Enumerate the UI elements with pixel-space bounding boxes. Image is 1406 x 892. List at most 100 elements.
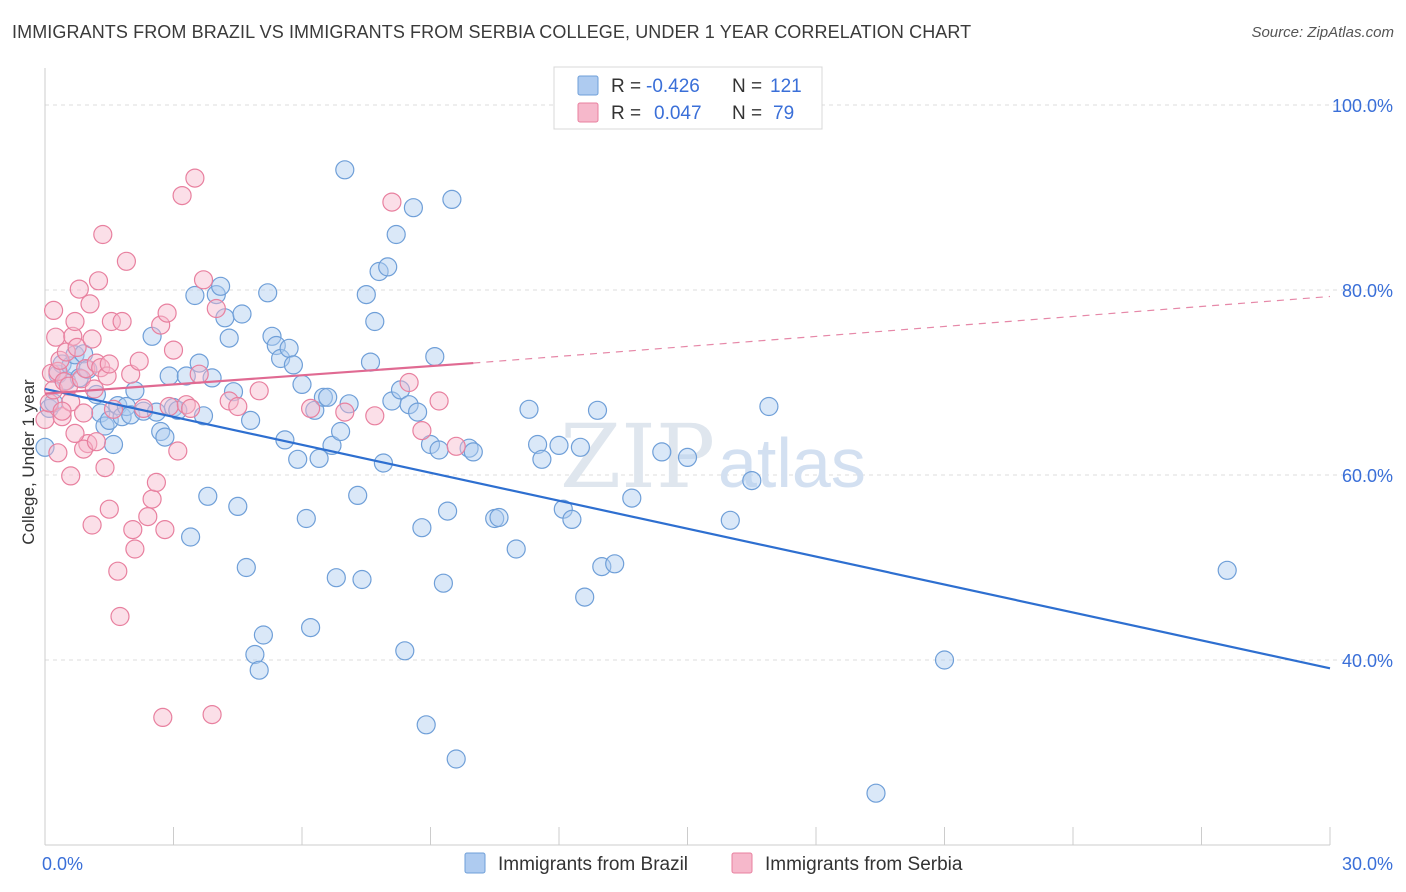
brazil-trend-line bbox=[44, 387, 1331, 670]
brazil-point bbox=[463, 442, 483, 462]
serbia-point bbox=[446, 436, 466, 456]
brazil-point bbox=[442, 189, 462, 209]
brazil-point bbox=[934, 650, 955, 670]
serbia-point bbox=[80, 294, 100, 314]
serbia-point bbox=[108, 561, 128, 581]
serbia-point bbox=[52, 401, 72, 421]
serbia-point bbox=[65, 423, 85, 443]
serbia-point bbox=[43, 300, 64, 320]
serbia-point bbox=[228, 396, 248, 417]
brazil-point bbox=[326, 568, 346, 588]
serbia-point bbox=[63, 326, 83, 346]
chart-title: IMMIGRANTS FROM BRAZIL VS IMMIGRANTS FRO… bbox=[12, 22, 972, 42]
brazil-point bbox=[433, 573, 453, 593]
brazil-point bbox=[549, 435, 569, 455]
brazil-point bbox=[365, 311, 385, 332]
brazil-point bbox=[103, 434, 124, 455]
serbia-point bbox=[365, 406, 385, 426]
serbia-point bbox=[193, 270, 214, 290]
serbia-point bbox=[73, 403, 94, 423]
brazil-swatch bbox=[577, 75, 599, 96]
serbia-point bbox=[146, 472, 166, 492]
brazil-point bbox=[301, 617, 321, 638]
brazil-point bbox=[403, 198, 423, 218]
brazil-point bbox=[575, 587, 595, 607]
brazil-point bbox=[296, 508, 316, 529]
serbia-point bbox=[112, 311, 132, 332]
serbia-point bbox=[189, 364, 209, 384]
brazil-point bbox=[622, 488, 642, 508]
serbia-point bbox=[52, 407, 72, 427]
brazil-point bbox=[438, 501, 458, 521]
legend-serbia-swatch bbox=[731, 852, 753, 874]
serbia-point bbox=[155, 519, 175, 540]
brazil-point bbox=[249, 660, 269, 680]
watermark-atlas: atlas bbox=[718, 424, 866, 502]
legend-serbia-label: Immigrants from Serbia bbox=[765, 854, 963, 875]
grid-lines bbox=[45, 104, 1392, 661]
x-tick-label: 30.0% bbox=[1342, 854, 1393, 874]
serbia-point bbox=[181, 398, 201, 418]
brazil-point bbox=[241, 410, 261, 430]
brazil-point bbox=[412, 518, 432, 538]
serbia-point bbox=[82, 329, 102, 349]
brazil-point bbox=[652, 442, 672, 462]
serbia-point bbox=[65, 311, 85, 332]
serbia-point bbox=[429, 391, 449, 411]
brazil-point bbox=[258, 283, 278, 303]
brazil-point bbox=[759, 396, 779, 417]
serbia-n-label: N = bbox=[732, 103, 762, 124]
serbia-point bbox=[159, 396, 179, 417]
brazil-point bbox=[262, 326, 282, 346]
brazil-point bbox=[335, 160, 355, 180]
serbia-point bbox=[399, 372, 419, 393]
serbia-point bbox=[99, 354, 119, 374]
brazil-point bbox=[1217, 560, 1237, 580]
serbia-point bbox=[93, 224, 113, 245]
brazil-point bbox=[506, 539, 526, 559]
brazil-point bbox=[318, 387, 338, 407]
stats-legend: R = -0.426 N = 121 R = 0.047 N = 79 bbox=[553, 66, 823, 130]
serbia-point bbox=[35, 409, 55, 430]
brazil-point bbox=[236, 557, 256, 578]
y-axis-label: College, Under 1 year bbox=[19, 379, 38, 545]
brazil-point bbox=[605, 554, 625, 574]
serbia-r-value: 0.047 bbox=[654, 103, 702, 124]
brazil-point bbox=[742, 471, 762, 491]
brazil-point bbox=[360, 352, 381, 372]
watermark: ZIP atlas bbox=[560, 405, 866, 508]
serbia-n-value: 79 bbox=[773, 103, 794, 124]
serbia-point bbox=[48, 443, 68, 463]
serbia-point bbox=[206, 298, 226, 319]
serbia-point bbox=[97, 366, 117, 386]
brazil-point bbox=[446, 749, 466, 769]
brazil-point bbox=[429, 440, 449, 460]
brazil-point bbox=[313, 387, 333, 407]
brazil-point bbox=[228, 496, 248, 516]
brazil-point bbox=[395, 641, 415, 661]
brazil-point bbox=[181, 527, 201, 547]
brazil-r-label: R = bbox=[611, 76, 641, 97]
serbia-point bbox=[116, 251, 137, 271]
brazil-point bbox=[253, 625, 273, 645]
brazil-point bbox=[292, 374, 312, 394]
brazil-point bbox=[356, 285, 376, 305]
brazil-point bbox=[223, 382, 244, 402]
y-tick-label: 80.0% bbox=[1342, 281, 1393, 301]
series-serbia bbox=[35, 168, 466, 728]
brazil-point bbox=[99, 410, 119, 430]
brazil-point bbox=[587, 400, 608, 420]
y-tick-label: 100.0% bbox=[1332, 96, 1393, 116]
brazil-point bbox=[189, 353, 209, 373]
chart-source: Source: ZipAtlas.com bbox=[1251, 24, 1394, 41]
brazil-point bbox=[279, 338, 299, 358]
brazil-point bbox=[219, 328, 239, 348]
brazil-point bbox=[562, 509, 582, 530]
serbia-swatch bbox=[577, 102, 599, 123]
brazil-point bbox=[348, 485, 368, 505]
brazil-point bbox=[519, 399, 539, 419]
serbia-point bbox=[71, 369, 92, 389]
brazil-point bbox=[425, 347, 445, 367]
serbia-point bbox=[412, 421, 432, 441]
